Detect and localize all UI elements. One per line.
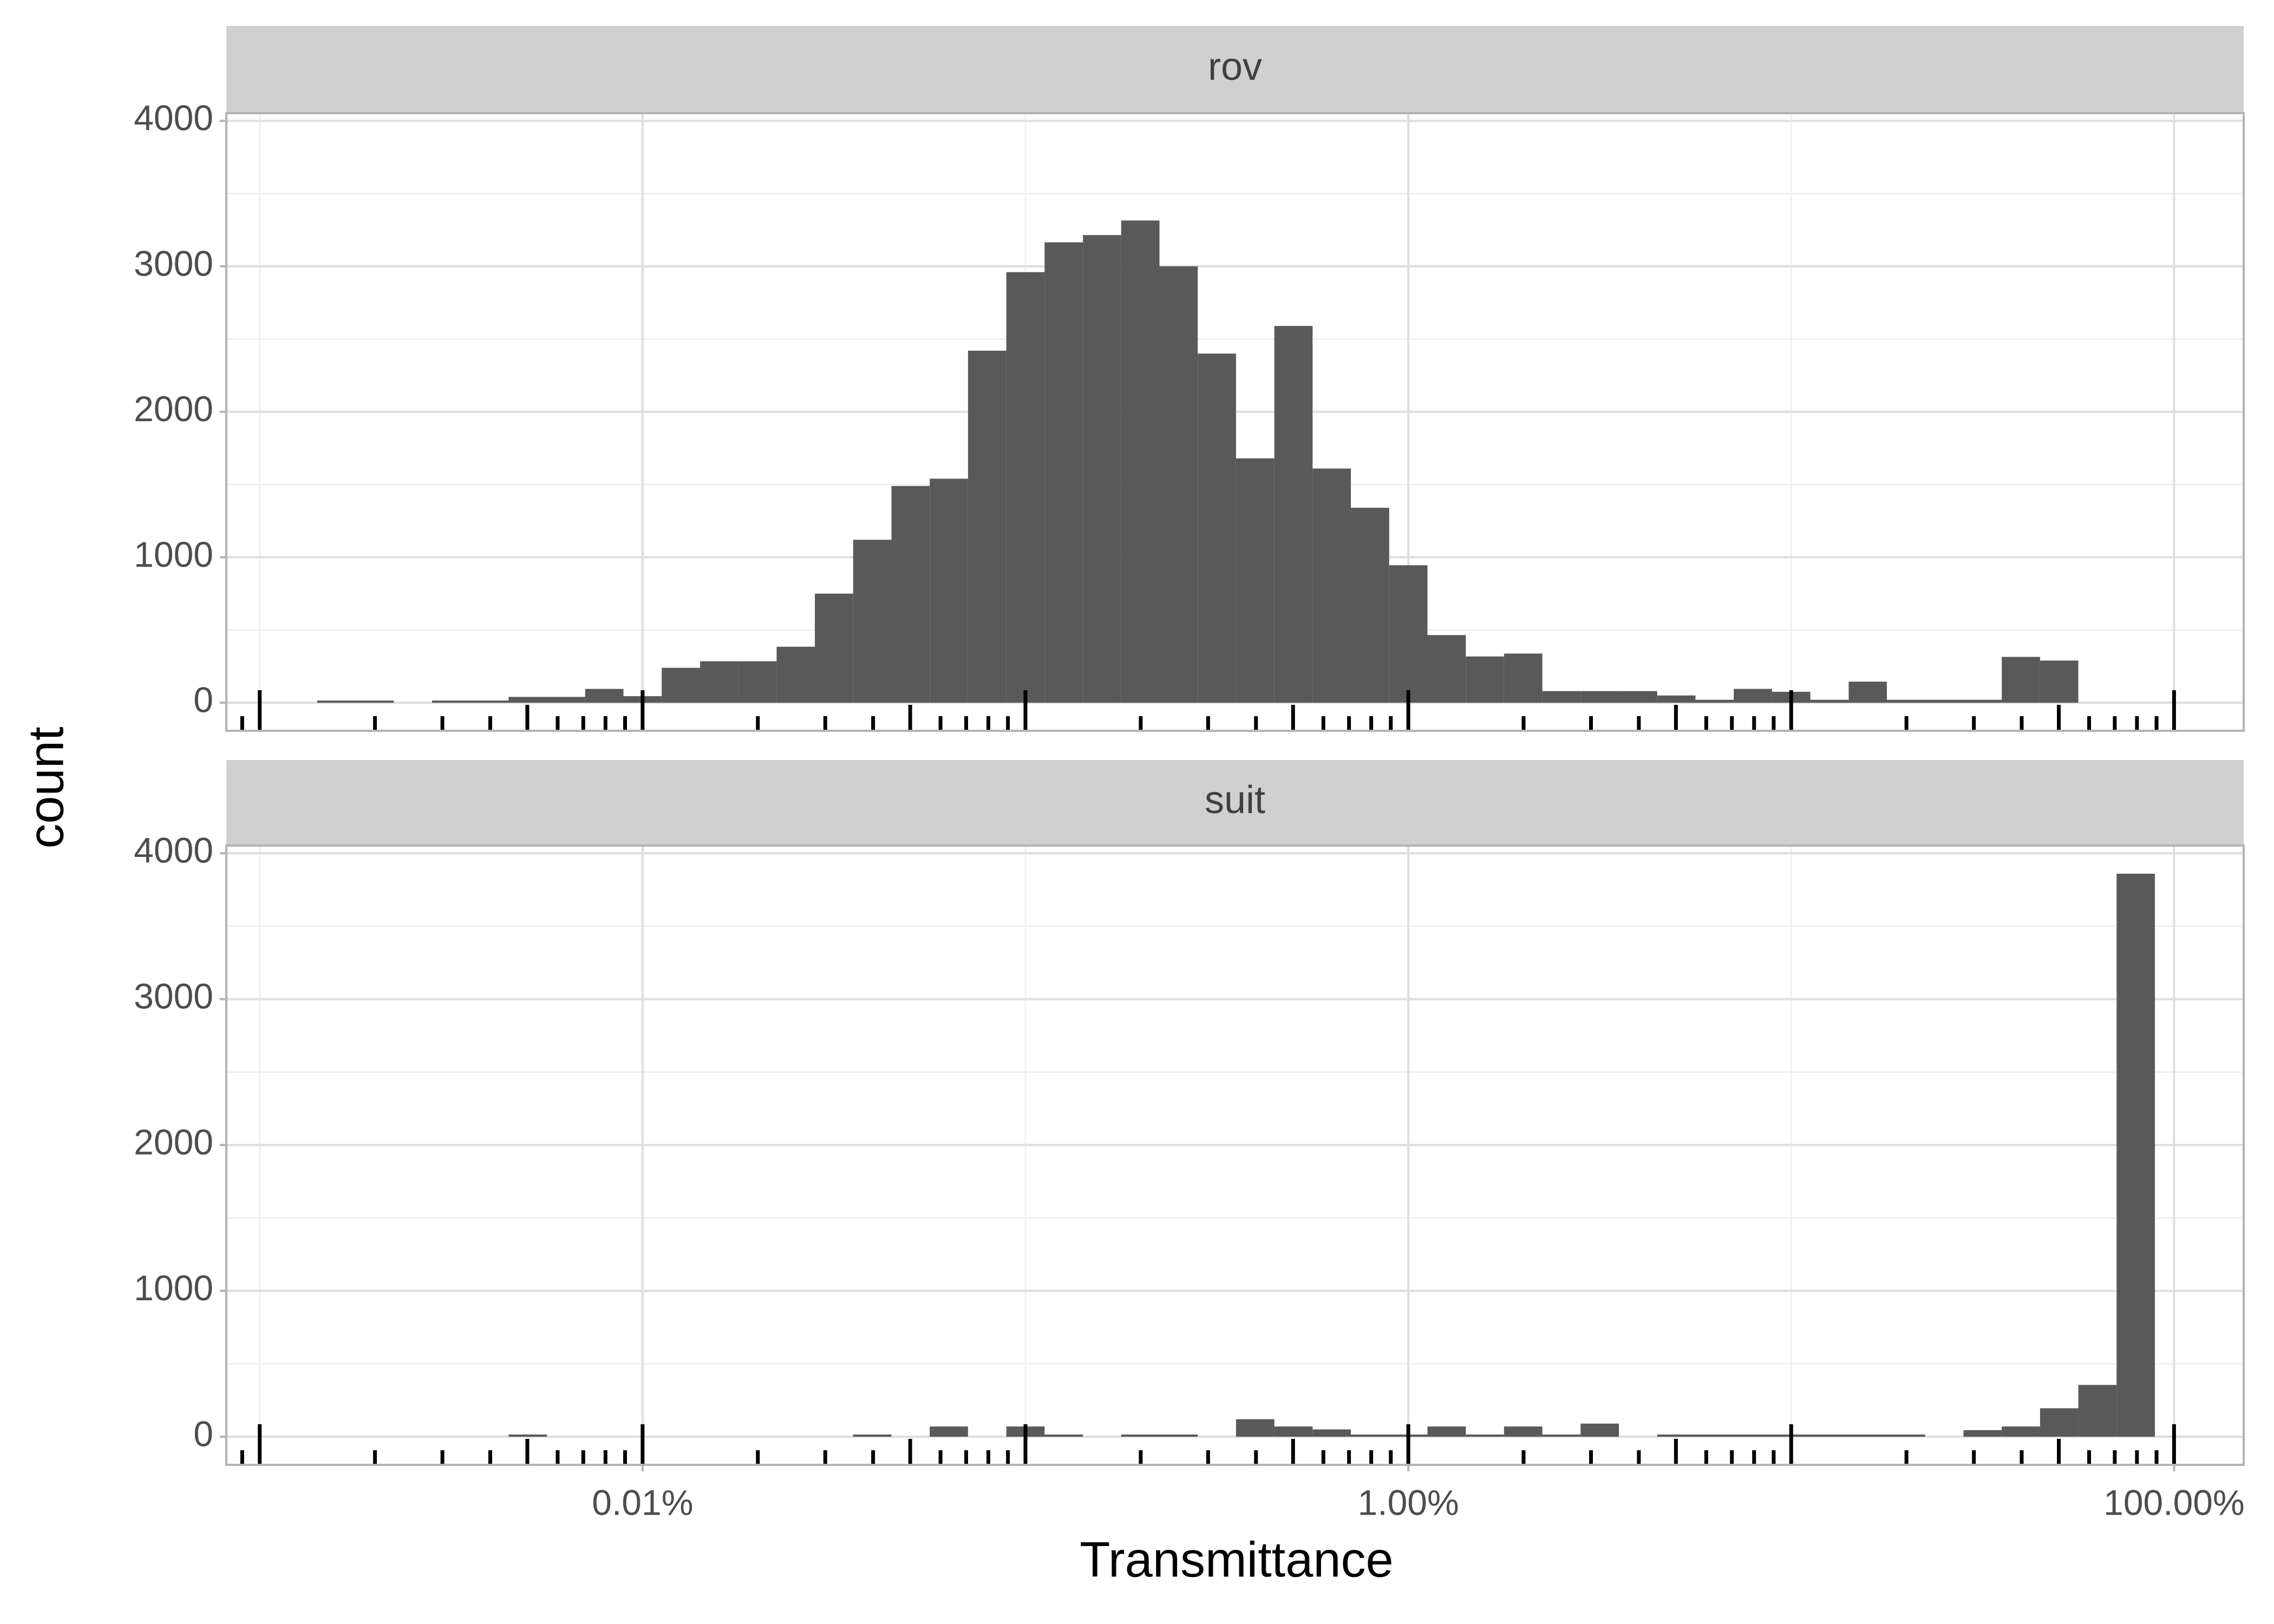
bar [2078,1385,2117,1437]
bar [1312,1429,1351,1437]
bar [2002,657,2040,703]
strip [226,26,2244,113]
bar [1695,699,1734,703]
strip [226,760,2244,846]
x-tick-label: 0.01% [592,1482,693,1522]
bar [776,646,815,703]
bar [1542,691,1581,703]
y-tick-label: 3000 [134,243,213,283]
bar [1963,699,2002,703]
bar [1083,235,1121,703]
y-tick-label: 1000 [134,1268,213,1308]
bar [1274,326,1313,703]
bar [738,661,777,703]
bar [1734,689,1772,703]
bar [1887,699,1925,703]
bar [1580,691,1619,703]
bar [585,689,624,703]
bar [1198,353,1236,703]
bar [1734,1434,1772,1437]
bar [1695,1434,1734,1437]
bar [2116,874,2155,1437]
y-axis-title: count [18,726,74,848]
bar [1925,699,1964,703]
strip-label: suit [1205,778,1265,822]
y-tick-label: 0 [193,680,213,720]
bar [1044,242,1083,703]
bar [2040,660,2079,703]
y-tick-label: 4000 [134,98,213,138]
bar [1657,1434,1696,1437]
bar [1619,691,1657,703]
bar [470,700,509,703]
y-tick-label: 2000 [134,1122,213,1162]
bar [1848,1434,1887,1437]
bar [1466,1434,1504,1437]
bar [1236,458,1275,703]
bar [1351,508,1389,703]
bar [1542,1434,1581,1437]
bar [815,593,853,703]
bar [1963,1430,2002,1437]
bar [2002,1426,2040,1437]
panel-border [225,112,2245,732]
bar [508,1434,547,1437]
bar [853,1434,892,1437]
bar [1121,1434,1160,1437]
bar [930,1426,968,1437]
bar [1504,1426,1543,1437]
bar [317,700,356,703]
y-tick-label: 4000 [134,830,213,870]
bar [1504,653,1543,703]
bar [547,697,585,703]
x-axis-title: Transmittance [1080,1532,1393,1587]
bar [1580,1423,1619,1437]
bar [1159,266,1198,703]
bar [432,700,471,703]
bar [662,667,701,703]
x-tick-label: 100.00% [2103,1482,2245,1522]
bar [968,350,1007,703]
y-tick-label: 3000 [134,976,213,1016]
bar [1159,1434,1198,1437]
strip-label: rov [1208,45,1262,89]
bar [930,479,968,703]
y-tick-label: 1000 [134,534,213,574]
y-tick-label: 0 [193,1413,213,1453]
bar [1848,682,1887,703]
bar [2040,1408,2079,1437]
bar [1006,272,1045,703]
bar [1810,1434,1849,1437]
bar [1887,1434,1925,1437]
panel-border [225,844,2245,1466]
y-tick-label: 2000 [134,389,213,429]
bar [1810,699,1849,703]
bar [1427,1426,1466,1437]
bar [1312,468,1351,703]
bar [355,700,394,703]
bar [891,486,930,703]
bar [508,697,547,703]
x-tick-label: 1.00% [1358,1482,1459,1522]
bar [853,540,892,703]
bar [1389,565,1428,703]
bar [1466,656,1504,703]
bar [1427,635,1466,703]
bar [1044,1434,1083,1437]
bar [700,661,739,703]
bar [1351,1434,1389,1437]
bar [1236,1419,1275,1437]
bar [1657,695,1696,703]
bar [1274,1426,1313,1437]
bar [1121,220,1160,703]
